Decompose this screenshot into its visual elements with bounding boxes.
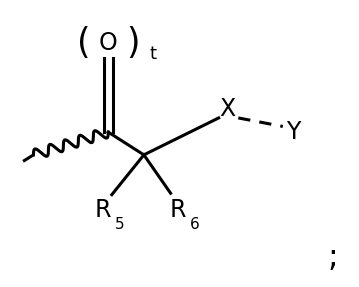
Text: 5: 5 [115, 217, 125, 232]
Text: X: X [219, 97, 236, 121]
Text: O: O [99, 31, 118, 55]
Text: ): ) [126, 26, 140, 60]
Text: R: R [95, 198, 111, 222]
Text: t: t [149, 45, 156, 63]
Text: (: ( [76, 26, 90, 60]
Text: 6: 6 [190, 217, 200, 232]
Text: R: R [169, 198, 186, 222]
Text: ;: ; [327, 242, 338, 273]
Text: Y: Y [286, 120, 301, 144]
